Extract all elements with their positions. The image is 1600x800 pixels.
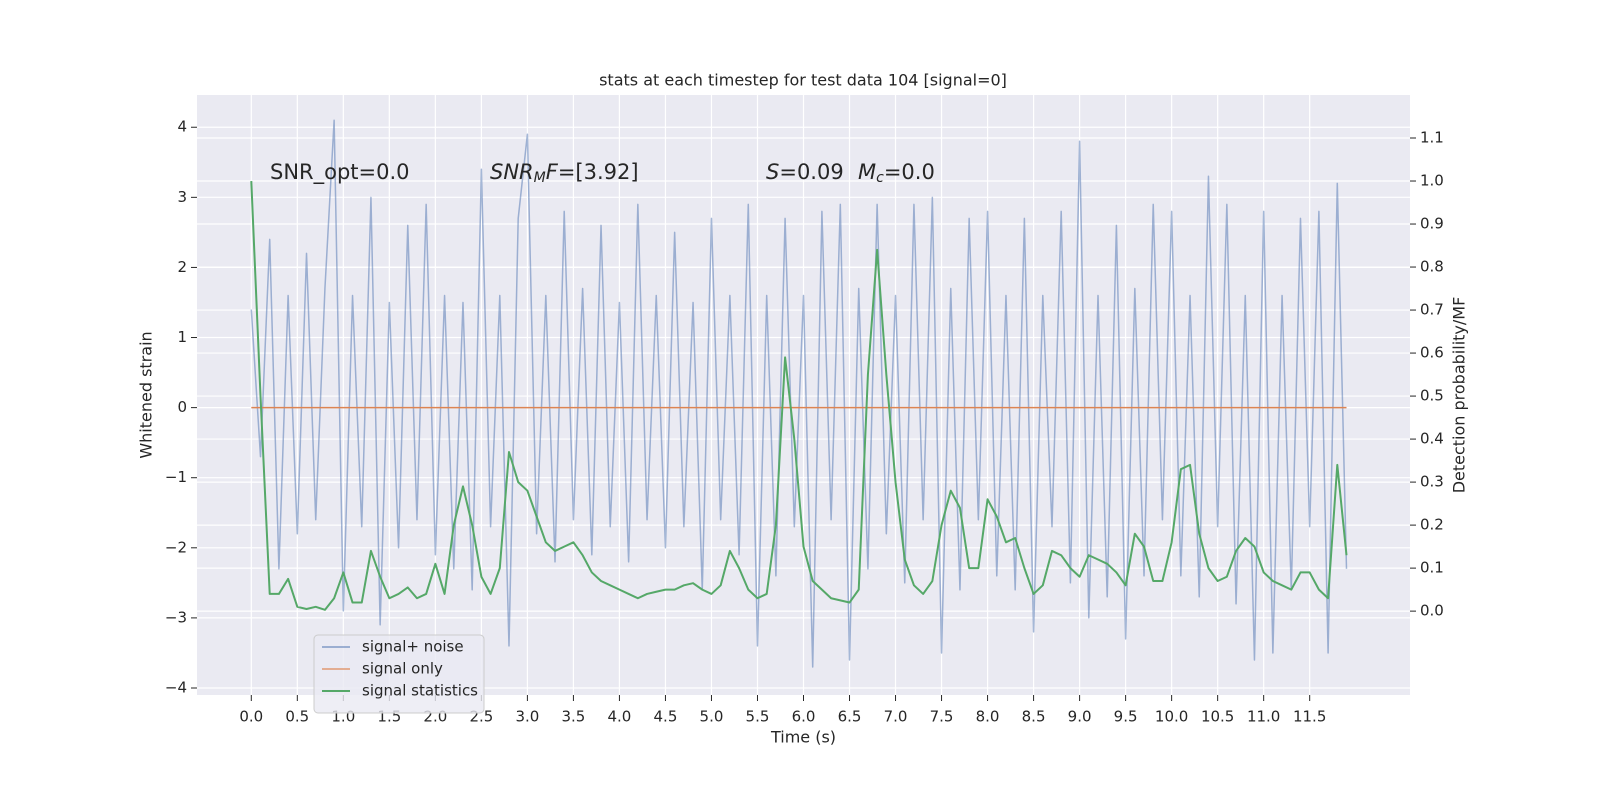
y-tick-label: 3 [177,188,187,206]
x-tick-label: 6.5 [838,708,862,726]
annotation: Mc=0.0 [858,160,935,186]
y-tick-label: 4 [177,118,187,136]
x-tick-label: 3.0 [515,708,539,726]
x-tick-label: 4.0 [608,708,632,726]
x-tick-label: 6.0 [792,708,816,726]
x-tick-label: 0.0 [239,708,263,726]
legend-label: signal only [362,660,443,678]
y-tick-label: 0 [177,398,187,416]
annotation: SNRMF=[3.92] [490,160,639,186]
annotation-part: S [766,160,779,184]
y2-tick-label: 0.0 [1420,602,1444,620]
x-tick-label: 10.0 [1155,708,1188,726]
annotation-part: SNR [490,160,534,184]
series-line [250,119,1348,668]
legend-box [313,634,485,714]
annotation: S=0.09 [766,160,844,184]
y2-tick-label: 0.7 [1420,301,1444,319]
x-tick-label: 11.0 [1247,708,1280,726]
y2-axis-label: Detection probability/MF [1450,297,1469,494]
annotation: SNR_opt=0.0 [270,160,410,185]
x-tick-label: 7.0 [884,708,908,726]
y-tick-label: 2 [177,258,187,276]
annotation-part: M [858,160,876,184]
x-tick-label: 3.5 [561,708,585,726]
series-line [250,180,1348,611]
x-tick-label: 5.0 [700,708,724,726]
y2-tick-label: 1.0 [1420,172,1444,190]
chart-title: stats at each timestep for test data 104… [599,71,1007,90]
y-tick-label: 1 [177,328,187,346]
y2-tick-label: 1.1 [1420,129,1444,147]
x-tick-label: 9.5 [1114,708,1138,726]
y-tick-label: −4 [165,678,187,696]
legend-label: signal statistics [362,682,478,700]
y-tick-label: −1 [165,468,187,486]
y2-tick-label: 0.1 [1420,559,1444,577]
x-axis-label: Time (s) [770,728,836,747]
y-tick-label: −2 [165,538,187,556]
annotation-part: M [534,170,546,186]
x-tick-label: 4.5 [654,708,678,726]
annotation-part: SNR_opt=0.0 [270,160,410,185]
x-tick-label: 7.5 [930,708,954,726]
x-tick-label: 0.5 [285,708,309,726]
y2-tick-label: 0.9 [1420,215,1444,233]
annotation-part: =0.0 [884,160,935,184]
x-tick-label: 11.5 [1293,708,1326,726]
x-tick-label: 9.0 [1068,708,1092,726]
y2-tick-label: 0.2 [1420,516,1444,534]
annotation-part: =[3.92] [558,160,639,184]
y2-tick-label: 0.8 [1420,258,1444,276]
y2-tick-label: 0.6 [1420,344,1444,362]
y-axis-label: Whitened strain [137,331,156,458]
y2-tick-label: 0.3 [1420,473,1444,491]
y-tick-label: −3 [165,608,187,626]
legend-label: signal+ noise [362,638,464,656]
x-tick-label: 5.5 [746,708,770,726]
annotation-part: c [876,170,884,186]
annotation-part: F [546,160,559,184]
annotation-part: =0.09 [779,160,843,184]
x-tick-label: 8.5 [1022,708,1046,726]
y2-tick-label: 0.4 [1420,430,1444,448]
y2-tick-label: 0.5 [1420,387,1444,405]
x-tick-label: 10.5 [1201,708,1234,726]
x-tick-label: 8.0 [976,708,1000,726]
